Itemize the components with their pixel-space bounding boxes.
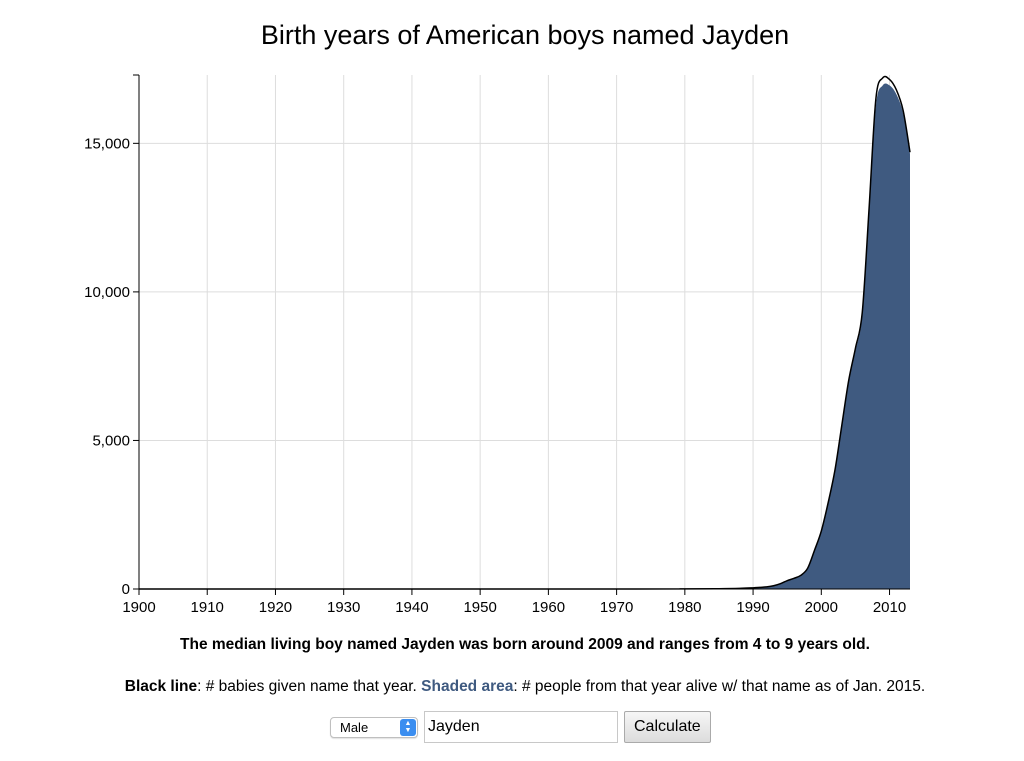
name-input[interactable]	[424, 711, 618, 743]
x-tick-label-1950: 1950	[463, 599, 496, 616]
x-tick-label-1920: 1920	[259, 599, 292, 616]
x-tick-label-1930: 1930	[327, 599, 360, 616]
calculate-button[interactable]: Calculate	[624, 711, 711, 743]
legend-shaded-area-text: : # people from that year alive w/ that …	[513, 678, 926, 695]
select-arrows-icon: ▲ ▼	[400, 718, 416, 736]
x-tick-label-1990: 1990	[736, 599, 769, 616]
legend-shaded-area-key: Shaded area	[421, 678, 514, 695]
legend-black-line-text: : # babies given name that year.	[197, 678, 422, 695]
x-tick-label-2010: 2010	[873, 599, 906, 616]
y-tick-label-5000: 5,000	[92, 432, 130, 449]
chart: 0 5,000 10,000 15,000 1900 1910 1920 1930 1940 19…	[84, 74, 911, 616]
legend-black-line-key: Black line	[124, 678, 198, 695]
name-form: Male ▲▼ Calculate	[330, 711, 711, 743]
x-tick-label-1910: 1910	[191, 599, 224, 616]
y-tick-label-15000: 15,000	[84, 135, 130, 152]
shaded-area-series	[139, 83, 910, 590]
x-tick-label-1970: 1970	[600, 599, 633, 616]
chart-title: Birth years of American boys named Jayde…	[260, 20, 790, 50]
x-tick-label-1980: 1980	[668, 599, 701, 616]
x-tick-label-1960: 1960	[532, 599, 565, 616]
y-tick-label-0: 0	[122, 581, 130, 598]
black-line-series	[138, 75, 911, 590]
axes: 0 5,000 10,000 15,000 1900 1910 1920 1930 1940 19…	[84, 74, 910, 616]
x-tick-label-1900: 1900	[122, 599, 155, 616]
gender-select[interactable]: Male ▲ ▼	[330, 716, 418, 738]
gender-select-value: Male	[340, 719, 369, 735]
x-tick-label-1940: 1940	[395, 599, 428, 616]
gridlines	[139, 75, 910, 589]
y-tick-label-10000: 10,000	[84, 284, 130, 301]
legend-explanation: Black line: # babies given name that yea…	[0, 678, 1024, 696]
median-summary: The median living boy named Jayden was b…	[180, 636, 870, 653]
x-tick-label-2000: 2000	[805, 599, 838, 616]
